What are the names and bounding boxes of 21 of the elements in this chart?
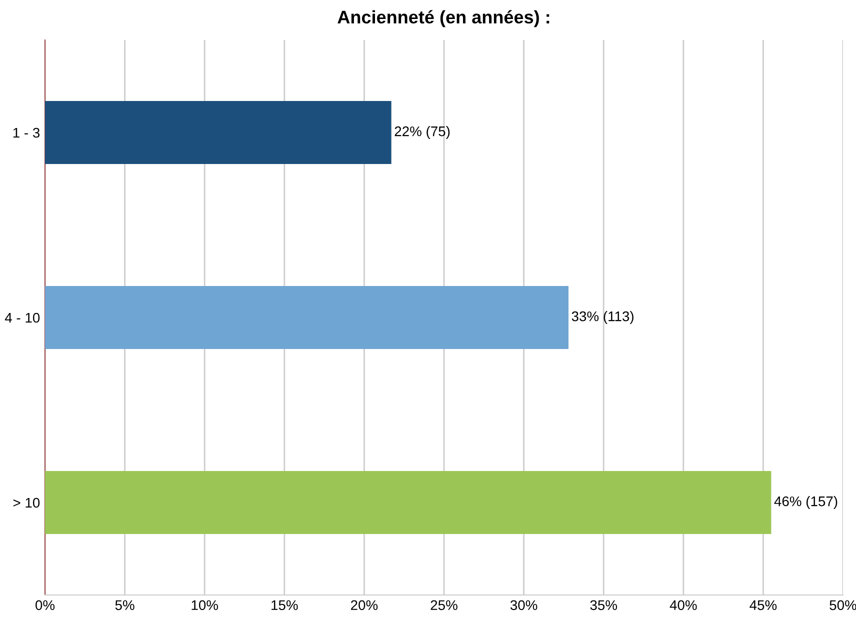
- data-label: 46% (157): [774, 496, 838, 509]
- data-label: 33% (113): [572, 311, 634, 324]
- x-tick-label: 25%: [430, 600, 458, 610]
- y-tick-label: > 10: [13, 498, 40, 508]
- x-tick-label: 50%: [830, 600, 856, 610]
- y-tick-label: 4 - 10: [4, 312, 40, 323]
- x-tick-label: 15%: [272, 600, 298, 610]
- x-tick-label: 30%: [510, 600, 538, 610]
- x-tick-label: 20%: [351, 600, 378, 610]
- data-label: 22% (75): [394, 126, 450, 139]
- bar: [45, 286, 568, 349]
- x-tick-label: 45%: [750, 600, 777, 610]
- x-tick-label: 5%: [115, 600, 134, 610]
- x-tick-label: 0%: [36, 600, 55, 610]
- x-tick-label: 35%: [590, 600, 618, 610]
- x-tick-label: 10%: [192, 600, 218, 610]
- bar: [45, 101, 392, 164]
- chart-title: Ancienneté (en années) :: [338, 10, 550, 28]
- x-tick-label: 40%: [670, 600, 697, 610]
- y-tick-label: 1 - 3: [13, 128, 40, 138]
- bar: [45, 471, 772, 534]
